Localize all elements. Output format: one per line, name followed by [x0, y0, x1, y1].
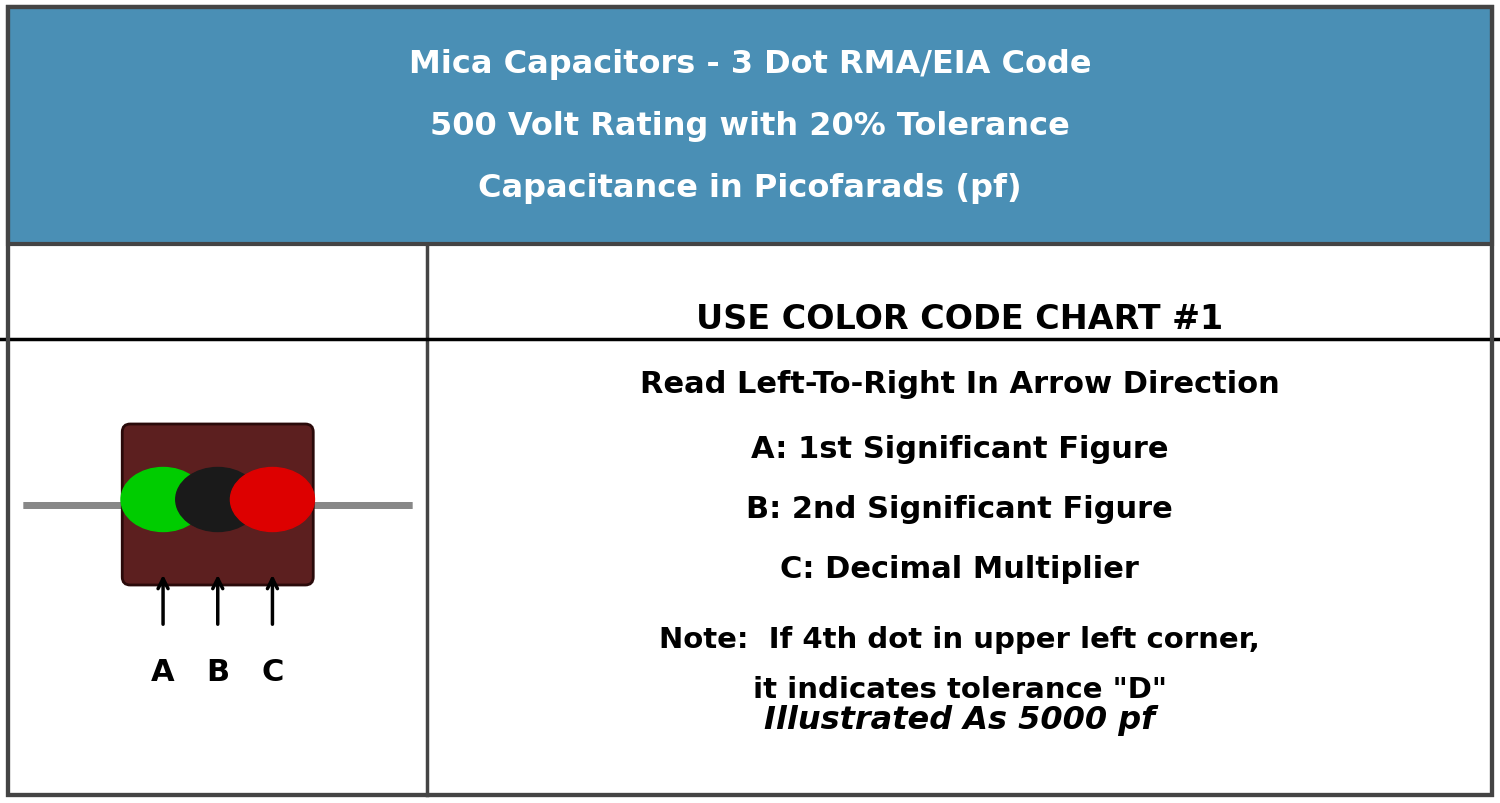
Text: it indicates tolerance "D": it indicates tolerance "D": [753, 675, 1167, 703]
Ellipse shape: [231, 468, 315, 532]
Text: B: B: [206, 657, 230, 686]
Ellipse shape: [176, 468, 260, 532]
Text: Note:  If 4th dot in upper left corner,: Note: If 4th dot in upper left corner,: [660, 626, 1260, 653]
Text: Read Left-To-Right In Arrow Direction: Read Left-To-Right In Arrow Direction: [640, 370, 1280, 399]
Text: C: Decimal Multiplier: C: Decimal Multiplier: [780, 555, 1138, 584]
Bar: [8, 8, 1492, 245]
Text: C: C: [261, 657, 284, 686]
Text: Illustrated As 5000 pf: Illustrated As 5000 pf: [764, 704, 1155, 736]
Text: A: 1st Significant Figure: A: 1st Significant Figure: [752, 435, 1168, 464]
Text: Mica Capacitors - 3 Dot RMA/EIA Code: Mica Capacitors - 3 Dot RMA/EIA Code: [408, 49, 1090, 80]
Bar: [8, 8, 1492, 245]
Ellipse shape: [122, 468, 206, 532]
Text: B: 2nd Significant Figure: B: 2nd Significant Figure: [747, 495, 1173, 524]
Text: A: A: [152, 657, 176, 686]
Text: Capacitance in Picofarads (pf): Capacitance in Picofarads (pf): [478, 173, 1022, 204]
Text: USE COLOR CODE CHART #1: USE COLOR CODE CHART #1: [696, 303, 1224, 336]
Text: 500 Volt Rating with 20% Tolerance: 500 Volt Rating with 20% Tolerance: [430, 111, 1070, 142]
FancyBboxPatch shape: [122, 425, 314, 585]
